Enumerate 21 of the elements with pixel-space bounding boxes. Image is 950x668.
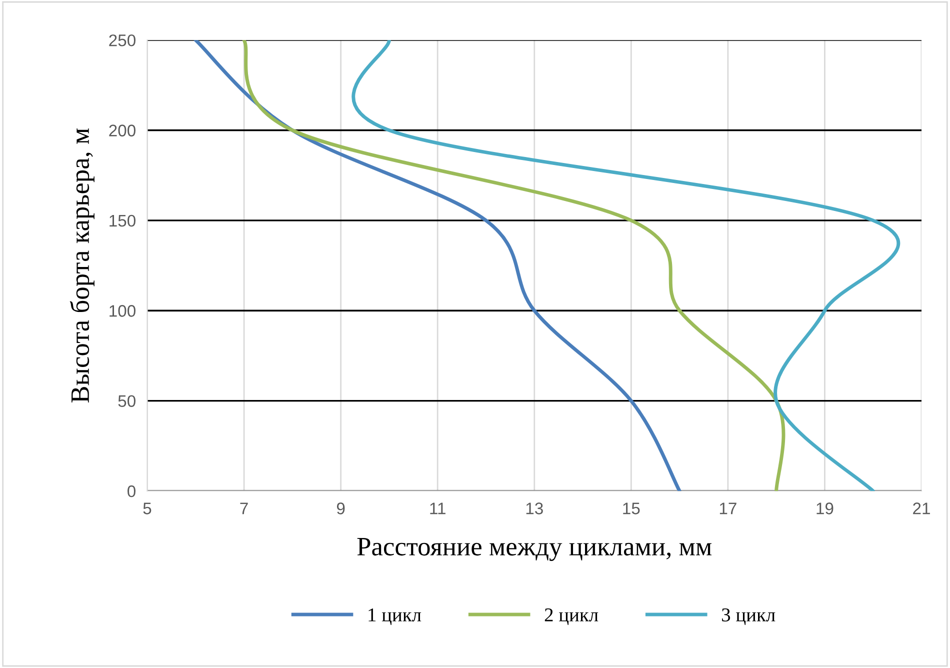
y-tick-label: 150 (110, 214, 136, 227)
y-tick-label: 50 (118, 395, 136, 408)
y-tick-label: 250 (109, 34, 136, 46)
x-tick-label: 9 (336, 502, 345, 514)
y-tick-label: 100 (110, 305, 136, 317)
x-tick-label: 5 (143, 502, 152, 514)
y-tick-label: 200 (109, 124, 136, 136)
legend-label: 1 цикл (368, 608, 422, 626)
x-tick-label: 17 (720, 502, 736, 514)
line-series (194, 40, 682, 491)
x-tick-label: 11 (430, 502, 446, 514)
x-tick-label: 15 (623, 502, 640, 514)
x-tick-label: 19 (816, 502, 834, 514)
x-tick-label: 7 (240, 502, 248, 514)
x-tick-label: 13 (526, 502, 543, 514)
legend-label: 3 цикл (722, 608, 776, 626)
y-axis-title: Высота борта карьера, м (70, 128, 94, 403)
x-tick-label: 21 (913, 502, 930, 514)
x-axis-title: Расстояние между циклами, мм (357, 538, 712, 562)
legend-label: 2 цикл (544, 608, 598, 626)
y-tick-label: 0 (128, 485, 136, 498)
